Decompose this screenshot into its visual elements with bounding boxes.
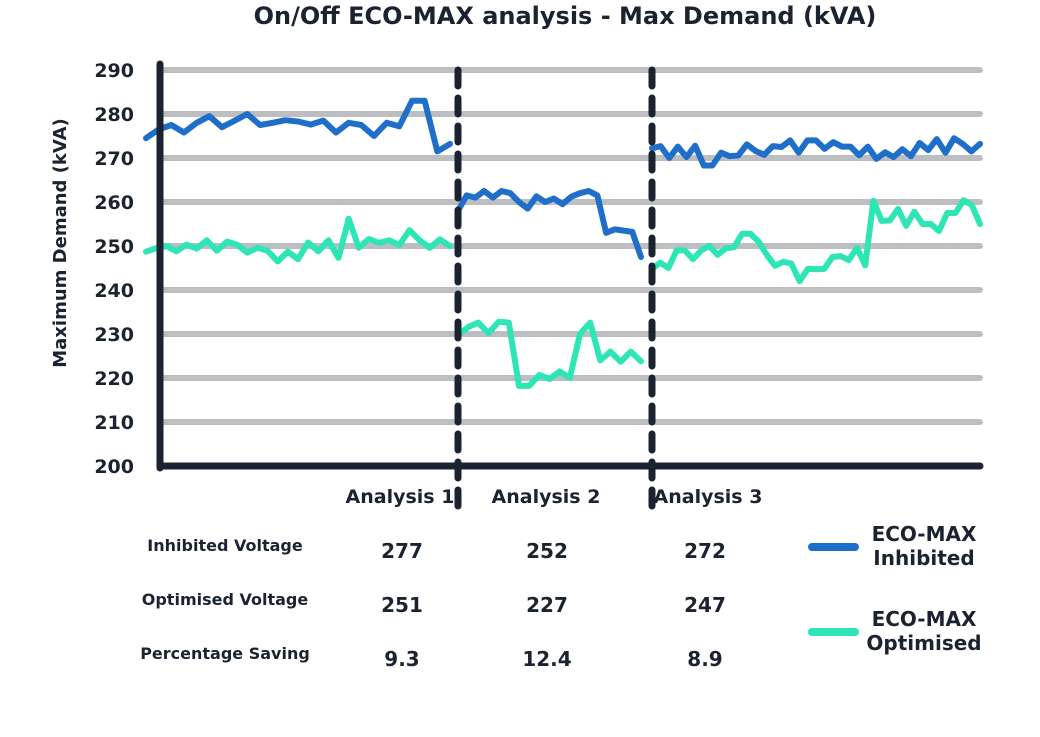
y-tick-label: 210 [94, 412, 134, 434]
segment-label: Analysis 1 [346, 486, 455, 508]
series-line-optimised-segment-3 [649, 197, 983, 285]
table-cell: 12.4 [522, 647, 571, 671]
segment-label: Analysis 2 [492, 486, 601, 508]
y-tick-label: 290 [94, 60, 134, 82]
table-cell: 8.9 [687, 647, 722, 671]
table-row-label: Inhibited Voltage [147, 536, 303, 555]
legend-label: ECO-MAX [872, 607, 977, 631]
y-tick-label: 270 [94, 148, 134, 170]
legend-label: Optimised [866, 631, 981, 655]
series-line-inhibited-segment-3 [649, 135, 983, 169]
chart-title: On/Off ECO-MAX analysis - Max Demand (kV… [254, 2, 877, 30]
segment-label: Analysis 3 [654, 486, 763, 508]
series-line-optimised-segment-1 [143, 215, 453, 265]
legend-label: ECO-MAX [872, 522, 977, 546]
table-row-label: Optimised Voltage [142, 590, 309, 609]
y-tick-label: 250 [94, 236, 134, 258]
table-cell: 277 [381, 539, 423, 563]
table-cell: 252 [526, 539, 568, 563]
segment-labels: Analysis 1 Analysis 2 Analysis 3 [346, 486, 763, 508]
table-cell: 9.3 [384, 647, 419, 671]
legend-label: Inhibited [873, 546, 974, 570]
series-line-optimised-segment-2 [455, 318, 644, 389]
series-lines [143, 97, 983, 389]
y-tick-label: 220 [94, 368, 134, 390]
series-line-inhibited-segment-1 [143, 97, 453, 155]
table-cell: 247 [684, 593, 726, 617]
y-tick-label: 200 [94, 456, 134, 478]
y-axis-label: Maximum Demand (kVA) [50, 118, 71, 368]
y-tick-label: 260 [94, 192, 134, 214]
y-tick-labels: 200 210 220 230 240 250 260 270 280 290 [94, 60, 134, 478]
table-row-label: Percentage Saving [140, 644, 310, 663]
axes [156, 60, 984, 472]
y-tick-label: 280 [94, 104, 134, 126]
segment-dividers [454, 66, 656, 522]
grid [157, 67, 983, 425]
table-cell: 251 [381, 593, 423, 617]
summary-table: Inhibited Voltage 277 252 272 Optimised Volt… [140, 536, 726, 671]
table-cell: 227 [526, 593, 568, 617]
series-line-inhibited-segment-2 [455, 188, 644, 260]
table-cell: 272 [684, 539, 726, 563]
y-tick-label: 230 [94, 324, 134, 346]
y-tick-label: 240 [94, 280, 134, 302]
